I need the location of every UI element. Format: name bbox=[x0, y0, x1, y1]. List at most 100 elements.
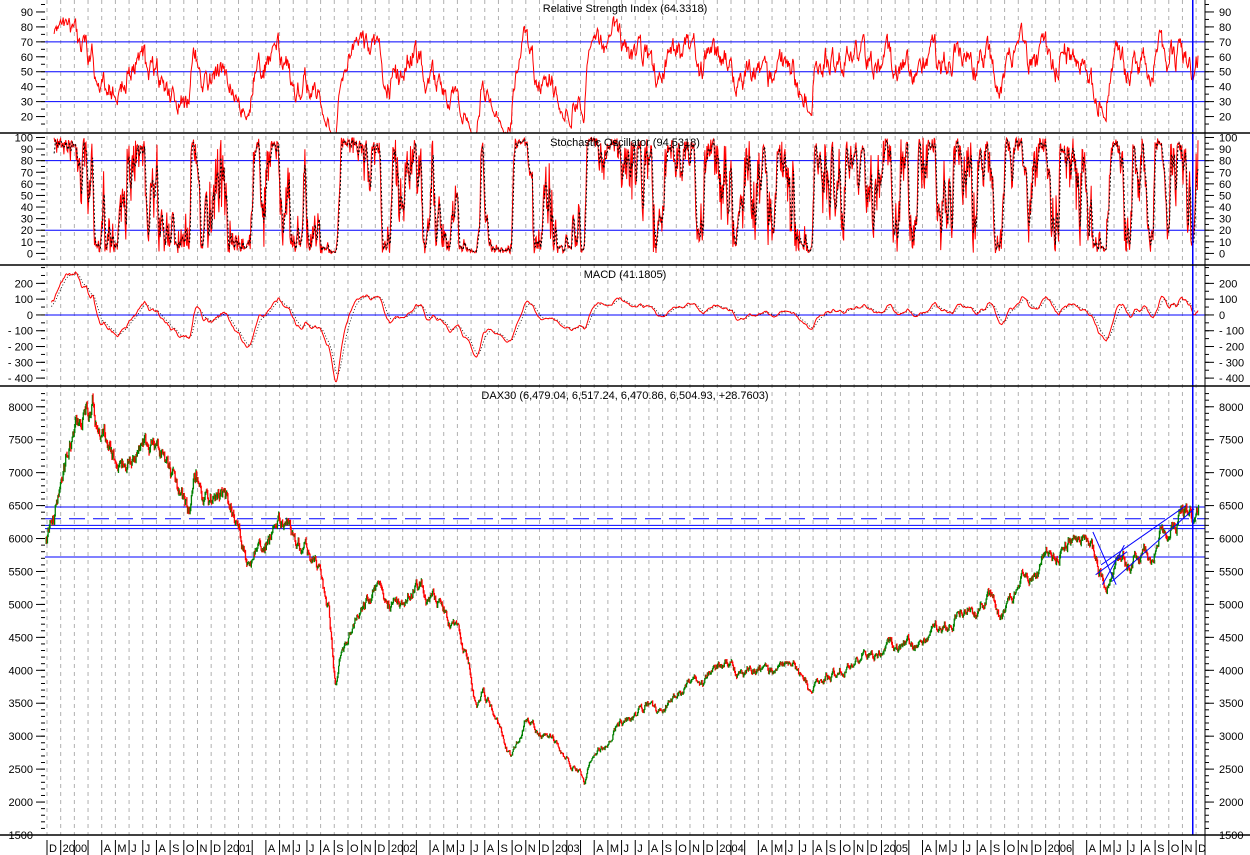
price-axis-tick-label: 6000 bbox=[9, 534, 33, 546]
price-axis-tick-label: 2000 bbox=[1219, 797, 1243, 809]
rsi-axis-tick-label: 50 bbox=[21, 67, 33, 79]
rsi-axis-tick-label: 90 bbox=[1219, 7, 1231, 19]
x-axis-label: 2006 bbox=[1048, 843, 1072, 855]
price-panel bbox=[45, 0, 1200, 835]
x-axis-label: J bbox=[1130, 843, 1136, 855]
x-axis-label: 2004 bbox=[719, 843, 743, 855]
macd-axis-tick-label: 100 bbox=[15, 294, 33, 306]
macd-title: MACD (41.1805) bbox=[584, 269, 667, 281]
x-axis-label: 2002 bbox=[391, 843, 415, 855]
x-axis-label: D bbox=[541, 843, 549, 855]
price-axis-tick-label: 4000 bbox=[9, 665, 33, 677]
x-axis-label: S bbox=[336, 843, 343, 855]
x-axis-label: J bbox=[473, 843, 479, 855]
macd-axis-tick-label: - 300 bbox=[8, 357, 33, 369]
macd-axis-tick-label: 0 bbox=[27, 310, 33, 322]
x-axis-label: J bbox=[801, 843, 807, 855]
macd-line bbox=[51, 271, 1199, 383]
stochastic-axis-tick-label: 90 bbox=[1219, 144, 1231, 156]
price-axis-tick-label: 4000 bbox=[1219, 665, 1243, 677]
x-axis-label: D bbox=[213, 843, 221, 855]
x-axis-label: A bbox=[979, 843, 987, 855]
x-axis-label: N bbox=[856, 843, 864, 855]
stochastic-axis-tick-label: 20 bbox=[1219, 225, 1231, 237]
rsi-axis-tick-label: 40 bbox=[1219, 82, 1231, 94]
x-axis-label: J bbox=[309, 843, 315, 855]
price-axis-tick-label: 5000 bbox=[1219, 599, 1243, 611]
price-axis-tick-label: 5000 bbox=[9, 599, 33, 611]
rsi-title: Relative Strength Index (64.3318) bbox=[543, 3, 708, 15]
price-axis-tick-label: 3000 bbox=[1219, 731, 1243, 743]
rsi-panel bbox=[53, 16, 1199, 134]
macd-axis-tick-label: - 100 bbox=[8, 326, 33, 338]
x-axis-label: A bbox=[1143, 843, 1151, 855]
x-axis-label: J bbox=[459, 843, 465, 855]
x-axis-label: M bbox=[610, 843, 619, 855]
rsi-axis-tick-label: 20 bbox=[1219, 112, 1231, 124]
stochastic-axis-tick-label: 10 bbox=[21, 237, 33, 249]
stochastic-d-line bbox=[53, 137, 1199, 254]
x-axis-label: J bbox=[952, 843, 958, 855]
price-axis-tick-label: 4500 bbox=[9, 632, 33, 644]
price-axis-tick-label: 2500 bbox=[9, 764, 33, 776]
macd-axis-tick-label: - 300 bbox=[1219, 357, 1244, 369]
price-axis-tick-label: 3500 bbox=[1219, 698, 1243, 710]
x-axis-label: N bbox=[1184, 843, 1192, 855]
macd-axis-tick-label: 200 bbox=[15, 278, 33, 290]
stochastic-axis-tick-label: 70 bbox=[21, 167, 33, 179]
price-axis-tick-label: 3500 bbox=[9, 698, 33, 710]
x-axis-label: O bbox=[186, 843, 195, 855]
stochastic-axis-tick-label: 30 bbox=[1219, 214, 1231, 226]
x-axis-label: O bbox=[514, 843, 523, 855]
stochastic-axis-tick-label: 0 bbox=[1219, 248, 1225, 260]
x-axis-label: 2000 bbox=[63, 843, 87, 855]
x-axis-label: N bbox=[692, 843, 700, 855]
price-axis-tick-label: 5500 bbox=[9, 566, 33, 578]
x-axis-label: S bbox=[665, 843, 672, 855]
x-axis-label: N bbox=[1020, 843, 1028, 855]
macd-signal-line bbox=[51, 273, 1199, 375]
rsi-line bbox=[53, 16, 1199, 134]
price-axis-tick-label: 1500 bbox=[9, 830, 33, 842]
x-axis-label: D bbox=[377, 843, 385, 855]
price-title: DAX30 (6,479.04, 6,517.24, 6,470.86, 6,5… bbox=[481, 390, 768, 402]
rsi-axis-tick-label: 30 bbox=[1219, 97, 1231, 109]
stochastic-axis-tick-label: 40 bbox=[1219, 202, 1231, 214]
x-axis-label: S bbox=[172, 843, 179, 855]
trendline bbox=[1092, 531, 1117, 585]
x-axis-label: J bbox=[637, 843, 643, 855]
trendline bbox=[1100, 505, 1187, 566]
price-axis-tick-label: 6000 bbox=[1219, 534, 1243, 546]
stochastic-axis-tick-label: 50 bbox=[1219, 190, 1231, 202]
x-axis-label: M bbox=[282, 843, 291, 855]
rsi-axis-tick-label: 60 bbox=[21, 52, 33, 64]
price-axis-tick-label: 7500 bbox=[1219, 435, 1243, 447]
x-axis-label: M bbox=[117, 843, 126, 855]
x-axis-label: J bbox=[1116, 843, 1122, 855]
stochastic-axis-tick-label: 0 bbox=[27, 248, 33, 260]
rsi-axis-tick-label: 30 bbox=[21, 97, 33, 109]
macd-axis-tick-label: 0 bbox=[1219, 310, 1225, 322]
rsi-axis-tick-label: 20 bbox=[21, 112, 33, 124]
x-axis-label: J bbox=[145, 843, 151, 855]
stochastic-axis-tick-label: 60 bbox=[1219, 179, 1231, 191]
stochastic-axis-tick-label: 80 bbox=[1219, 156, 1231, 168]
stochastic-axis-tick-label: 70 bbox=[1219, 167, 1231, 179]
x-axis-label: A bbox=[487, 843, 495, 855]
macd-axis-tick-label: - 400 bbox=[8, 373, 33, 385]
x-axis-label: M bbox=[1102, 843, 1111, 855]
stochastic-panel bbox=[53, 136, 1199, 255]
x-axis-label: A bbox=[268, 843, 276, 855]
rsi-axis-tick-label: 70 bbox=[21, 37, 33, 49]
x-axis-label: J bbox=[788, 843, 794, 855]
x-axis-label: J bbox=[966, 843, 972, 855]
trendline bbox=[1111, 508, 1195, 582]
x-axis-label: D bbox=[1198, 843, 1206, 855]
price-axis-tick-label: 3000 bbox=[9, 731, 33, 743]
x-axis-label: N bbox=[364, 843, 372, 855]
x-axis-label: O bbox=[1007, 843, 1016, 855]
x-axis-label: A bbox=[815, 843, 823, 855]
rsi-axis-tick-label: 40 bbox=[21, 82, 33, 94]
